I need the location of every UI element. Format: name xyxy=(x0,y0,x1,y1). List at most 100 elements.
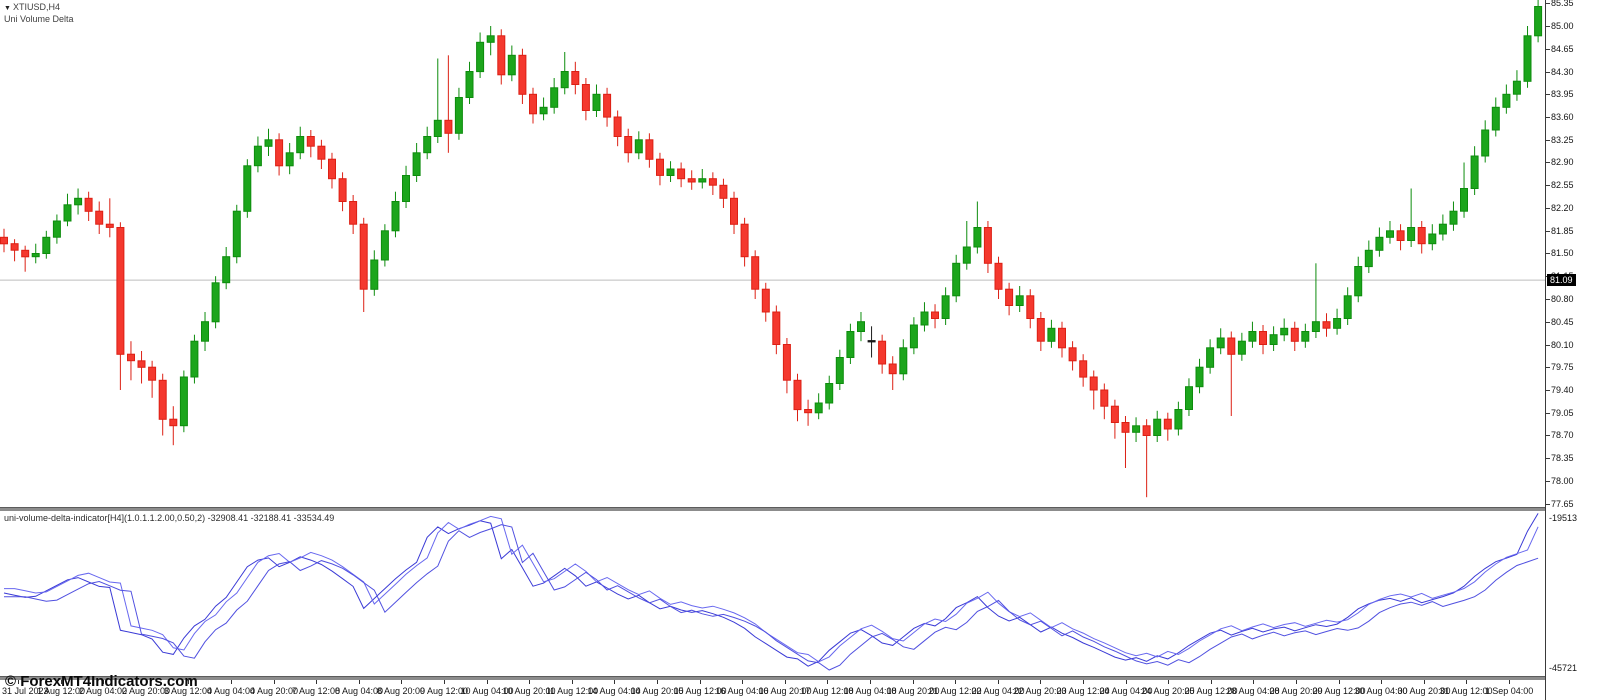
time-tick-mark xyxy=(1296,680,1297,684)
price-tick-mark xyxy=(1546,458,1550,459)
time-tick-label: 3 Aug 12:00 xyxy=(163,686,213,696)
time-tick-label: 15 Aug 12:00 xyxy=(673,686,727,696)
time-tick-label: 23 Aug 12:00 xyxy=(1056,686,1110,696)
time-tick-label: 16 Aug 04:00 xyxy=(715,686,769,696)
price-tick-mark xyxy=(1546,231,1550,232)
price-tick-label: 84.65 xyxy=(1551,44,1574,54)
time-tick-mark xyxy=(998,680,999,684)
time-tick-label: 18 Aug 20:00 xyxy=(886,686,940,696)
time-tick-label: 14 Aug 04:00 xyxy=(587,686,641,696)
price-tick-label: 82.55 xyxy=(1551,180,1574,190)
time-tick-label: 16 Aug 20:00 xyxy=(758,686,812,696)
time-tick-mark xyxy=(401,680,402,684)
price-tick-mark xyxy=(1546,162,1550,163)
time-tick-label: 17 Aug 12:00 xyxy=(800,686,854,696)
candlestick-series xyxy=(0,0,1543,498)
volume-delta-chart[interactable] xyxy=(0,511,1545,676)
price-tick-mark xyxy=(1546,504,1550,505)
price-tick-label: 79.75 xyxy=(1551,362,1574,372)
price-tick-label: 85.35 xyxy=(1551,0,1574,8)
price-tick-mark xyxy=(1546,413,1550,414)
price-tick-mark xyxy=(1546,299,1550,300)
time-tick-mark xyxy=(1083,680,1084,684)
price-tick-mark xyxy=(1546,322,1550,323)
time-tick-label: 1 Aug 12:00 xyxy=(36,686,86,696)
indicator-line-delta-fast xyxy=(4,515,1539,663)
price-tick-label: 80.80 xyxy=(1551,294,1574,304)
price-axis[interactable]: 85.35 85.00 84.65 84.30 83.95 83.60 83.25 82.90… xyxy=(1545,0,1600,700)
time-tick-label: 24 Aug 04:00 xyxy=(1099,686,1153,696)
time-tick-mark xyxy=(870,680,871,684)
indicator-max-label: -19513 xyxy=(1549,513,1578,523)
time-tick-label: 24 Aug 20:00 xyxy=(1141,686,1195,696)
price-tick-label: 82.90 xyxy=(1551,157,1574,167)
price-tick-mark xyxy=(1546,49,1550,50)
price-tick-label: 80.10 xyxy=(1551,340,1574,350)
time-tick-label: 18 Aug 04:00 xyxy=(843,686,897,696)
price-tick-label: 81.50 xyxy=(1551,248,1574,258)
price-tick-mark xyxy=(1546,367,1550,368)
time-tick-label: 8 Aug 04:00 xyxy=(334,686,384,696)
time-tick-mark xyxy=(572,680,573,684)
time-tick-label: 31 Aug 12:00 xyxy=(1439,686,1493,696)
time-tick-label: 9 Aug 12:00 xyxy=(419,686,469,696)
symbol-dropdown-icon[interactable]: ▼ xyxy=(4,5,11,12)
time-tick-mark xyxy=(785,680,786,684)
time-tick-mark xyxy=(444,680,445,684)
time-tick-mark xyxy=(1168,680,1169,684)
price-tick-mark xyxy=(1546,94,1550,95)
time-tick-mark xyxy=(955,680,956,684)
price-tick-label: 83.60 xyxy=(1551,112,1574,122)
price-tick-label: 78.35 xyxy=(1551,453,1574,463)
indicator-values-label: uni-volume-delta-indicator[H4](1.0.1.1.2… xyxy=(4,513,335,523)
price-tick-mark xyxy=(1546,140,1550,141)
time-tick-mark xyxy=(103,680,104,684)
time-tick-mark xyxy=(700,680,701,684)
time-tick-mark xyxy=(231,680,232,684)
time-tick-mark xyxy=(913,680,914,684)
time-tick-mark xyxy=(827,680,828,684)
time-tick-label: 14 Aug 20:00 xyxy=(630,686,684,696)
time-tick-label: 2 Aug 04:00 xyxy=(78,686,128,696)
time-tick-label: 11 Aug 12:00 xyxy=(545,686,599,696)
price-tick-label: 82.20 xyxy=(1551,203,1574,213)
indicator-name-label: Uni Volume Delta xyxy=(4,14,74,24)
time-tick-label: 22 Aug 20:00 xyxy=(1013,686,1067,696)
time-tick-mark xyxy=(1424,680,1425,684)
price-tick-label: 79.05 xyxy=(1551,408,1574,418)
price-tick-mark xyxy=(1546,481,1550,482)
time-tick-label: 10 Aug 20:00 xyxy=(502,686,556,696)
time-tick-label: 28 Aug 20:00 xyxy=(1269,686,1323,696)
price-tick-mark xyxy=(1546,208,1550,209)
time-tick-label: 29 Aug 12:00 xyxy=(1312,686,1366,696)
panel-divider-bottom[interactable] xyxy=(0,676,1545,680)
time-tick-label: 31 Jul 2023 xyxy=(2,686,49,696)
time-tick-label: 4 Aug 20:00 xyxy=(249,686,299,696)
time-tick-mark xyxy=(1381,680,1382,684)
price-tick-label: 83.25 xyxy=(1551,135,1574,145)
time-tick-label: 25 Aug 12:00 xyxy=(1184,686,1238,696)
time-tick-mark xyxy=(61,680,62,684)
price-tick-label: 81.85 xyxy=(1551,226,1574,236)
time-tick-label: 10 Aug 04:00 xyxy=(460,686,514,696)
time-tick-mark xyxy=(18,680,19,684)
price-tick-mark xyxy=(1546,3,1550,4)
time-tick-mark xyxy=(1339,680,1340,684)
panel-divider[interactable] xyxy=(0,507,1545,511)
time-tick-label: 1 Sep 04:00 xyxy=(1484,686,1534,696)
time-tick-mark xyxy=(1253,680,1254,684)
time-tick-label: 8 Aug 20:00 xyxy=(376,686,426,696)
price-tick-mark xyxy=(1546,185,1550,186)
price-chart-panel[interactable]: ▼ XTIUSD,H4 Uni Volume Delta xyxy=(0,0,1545,507)
indicator-panel[interactable]: uni-volume-delta-indicator[H4](1.0.1.1.2… xyxy=(0,511,1545,676)
candlestick-chart[interactable] xyxy=(0,0,1545,507)
indicator-line-delta-slow xyxy=(4,524,1539,671)
time-tick-label: 22 Aug 04:00 xyxy=(971,686,1025,696)
indicator-line-delta-main xyxy=(3,513,1539,667)
time-axis[interactable]: 31 Jul 2023 1 Aug 12:00 2 Aug 04:00 2 Aug 2… xyxy=(0,680,1600,700)
time-tick-label: 30 Aug 04:00 xyxy=(1354,686,1408,696)
time-tick-mark xyxy=(1126,680,1127,684)
price-tick-label: 78.70 xyxy=(1551,430,1574,440)
time-tick-label: 28 Aug 04:00 xyxy=(1226,686,1280,696)
